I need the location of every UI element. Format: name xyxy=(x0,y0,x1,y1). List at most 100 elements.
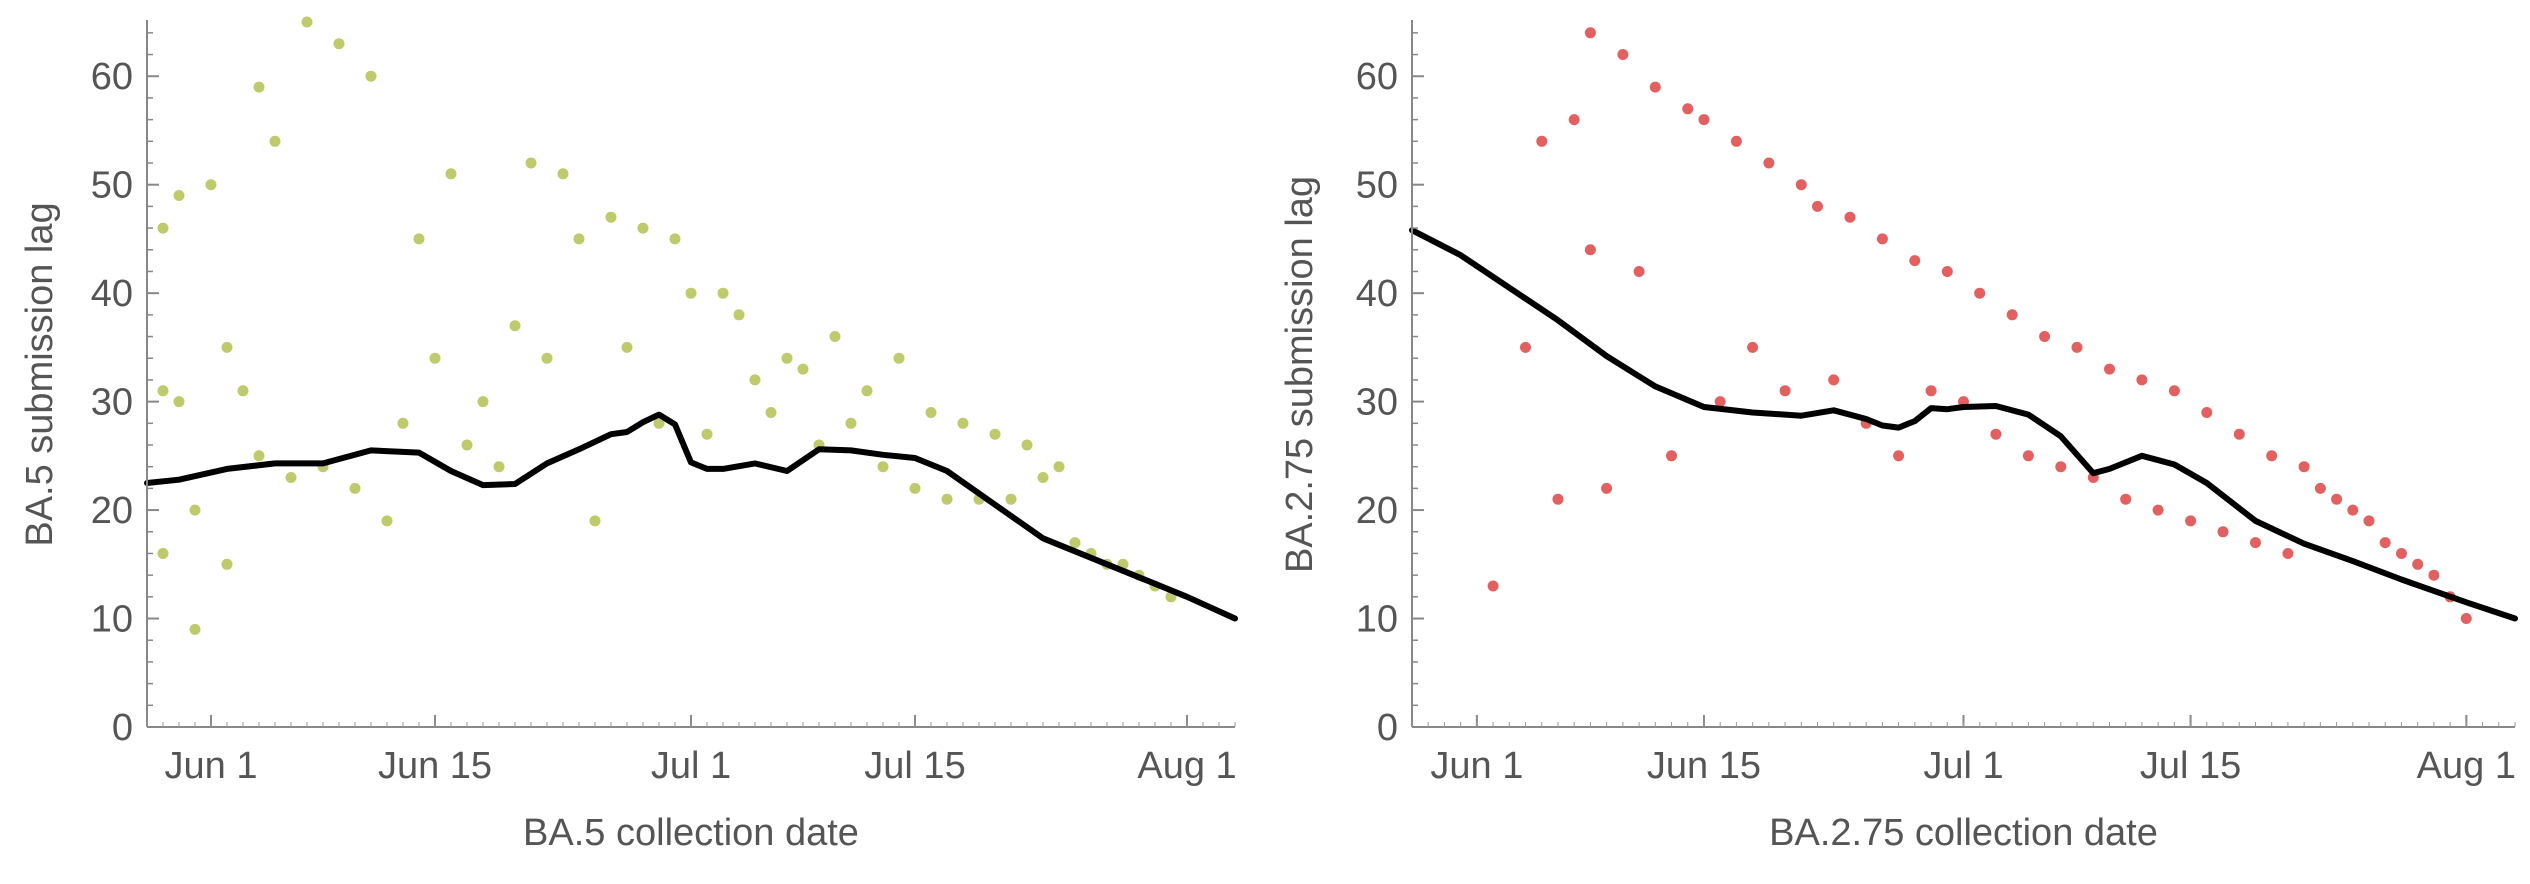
y-tick-label: 0 xyxy=(1377,707,1398,749)
data-point xyxy=(1844,211,1856,223)
data-point xyxy=(333,38,345,50)
data-point xyxy=(589,515,601,527)
data-point xyxy=(1779,385,1791,397)
data-point xyxy=(189,504,201,516)
data-point xyxy=(445,168,457,180)
data-point xyxy=(637,222,649,234)
data-point xyxy=(797,363,809,375)
x-axis-title: BA.2.75 collection date xyxy=(1769,812,2158,854)
y-tick-label: 60 xyxy=(1356,56,1398,98)
data-point xyxy=(1617,49,1629,60)
scatter-points xyxy=(1487,27,2472,624)
data-point xyxy=(237,385,249,397)
data-point xyxy=(2201,407,2213,418)
data-point xyxy=(2120,493,2132,505)
data-point xyxy=(2266,450,2278,462)
x-tick-label: Jun 1 xyxy=(1430,745,1523,787)
data-point xyxy=(1941,266,1953,277)
data-point xyxy=(909,482,921,494)
data-point xyxy=(1053,461,1065,473)
data-point xyxy=(461,439,473,451)
data-point xyxy=(1974,287,1986,299)
data-point xyxy=(557,168,569,180)
data-point xyxy=(1990,428,2002,440)
y-tick-label: 30 xyxy=(91,382,133,424)
data-point xyxy=(749,374,761,386)
data-point xyxy=(1520,341,1531,353)
data-point xyxy=(157,385,169,397)
smoothed-trend-line xyxy=(1409,227,2518,622)
data-point xyxy=(621,341,633,353)
y-axis-title: BA.5 submission lag xyxy=(19,202,61,546)
y-tick-label: 30 xyxy=(1356,382,1398,424)
data-point xyxy=(2152,504,2164,516)
data-point xyxy=(301,16,313,28)
y-axis-title: BA.2.75 submission lag xyxy=(1279,176,1321,573)
data-point xyxy=(2250,537,2261,549)
y-tick-label: 20 xyxy=(91,490,133,532)
y-tick-label: 60 xyxy=(91,56,133,98)
data-point xyxy=(1584,244,1596,256)
x-tick-label: Jul 1 xyxy=(651,745,731,787)
data-point xyxy=(157,548,169,559)
data-point xyxy=(1730,135,1742,147)
data-point xyxy=(1747,341,1759,353)
data-point xyxy=(1069,537,1081,549)
data-point xyxy=(701,428,713,440)
data-point xyxy=(1714,396,1726,408)
data-point xyxy=(2055,461,2067,473)
data-point xyxy=(429,352,441,364)
data-point xyxy=(189,623,201,635)
data-point xyxy=(2071,341,2083,353)
data-point xyxy=(2331,493,2343,505)
data-point xyxy=(2314,482,2326,494)
data-point xyxy=(1828,374,1840,386)
data-point xyxy=(2136,374,2148,386)
x-tick-label: Jul 15 xyxy=(2140,745,2241,787)
smoothed-trend-line xyxy=(144,411,1238,622)
data-point xyxy=(1552,493,1564,505)
data-point xyxy=(509,320,521,332)
data-point xyxy=(477,396,489,408)
data-point xyxy=(2104,363,2115,375)
data-point xyxy=(653,417,665,429)
y-tick-label: 50 xyxy=(1356,165,1398,207)
data-point xyxy=(157,222,169,234)
data-point xyxy=(2039,331,2051,342)
data-point xyxy=(381,515,393,527)
data-point xyxy=(205,179,217,191)
data-point xyxy=(1698,114,1710,126)
data-point xyxy=(2282,548,2294,559)
scatter-points xyxy=(157,16,1177,635)
data-point xyxy=(525,157,537,169)
data-point xyxy=(669,233,681,245)
data-point xyxy=(1021,439,1033,451)
y-tick-label: 50 xyxy=(91,165,133,207)
y-tick-label: 10 xyxy=(1356,599,1398,641)
data-point xyxy=(1876,233,1888,245)
data-point xyxy=(2379,537,2391,549)
y-tick-label: 10 xyxy=(91,599,133,641)
data-point xyxy=(2168,385,2180,397)
data-point xyxy=(1536,135,1548,147)
data-point xyxy=(685,287,697,299)
data-point xyxy=(957,417,969,429)
y-tick-label: 20 xyxy=(1356,490,1398,532)
data-point xyxy=(2217,526,2229,538)
data-point xyxy=(2460,613,2472,624)
data-point xyxy=(221,558,233,570)
data-point xyxy=(253,450,265,462)
data-point xyxy=(925,407,937,418)
data-point xyxy=(413,233,425,245)
ba275-panel: 0 10 20 30 40 50 60 Jun 1 Jun 15 Jul 1 Jul 15 Aug 1… xyxy=(1265,0,2530,884)
data-point xyxy=(765,407,777,418)
ba275-chart: 0 10 20 30 40 50 60 Jun 1 Jun 15 Jul 1 Jul 15 Aug 1… xyxy=(1279,20,2518,854)
data-point xyxy=(1601,482,1613,494)
y-tick-label: 40 xyxy=(1356,273,1398,315)
x-tick-label: Jun 15 xyxy=(378,745,492,787)
data-point xyxy=(349,482,361,494)
data-point xyxy=(173,396,185,408)
data-point xyxy=(877,461,889,473)
data-point xyxy=(285,472,297,483)
